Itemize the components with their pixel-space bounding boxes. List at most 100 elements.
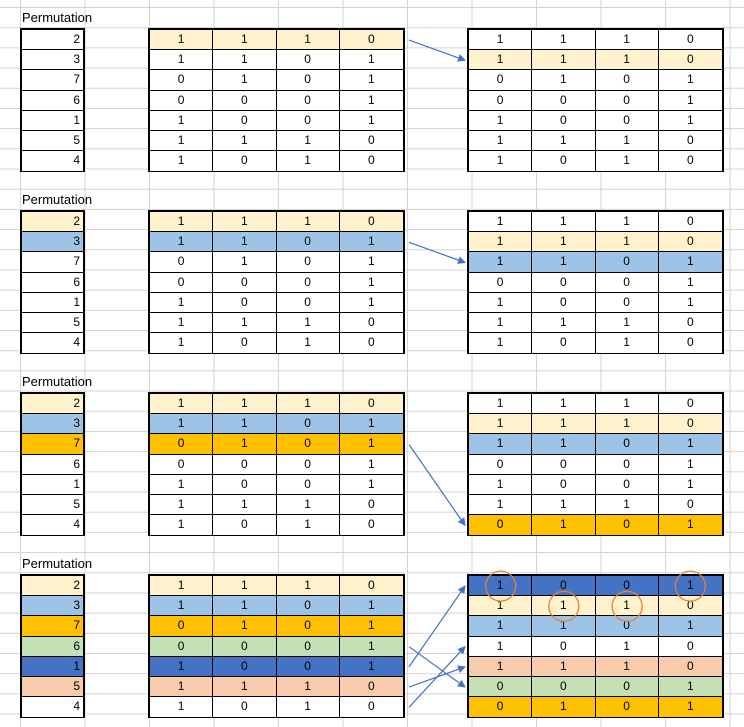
result-cell[interactable]: 1	[596, 30, 659, 50]
matrix-cell[interactable]: 1	[368, 476, 375, 491]
matrix-cell[interactable]: 0	[150, 636, 214, 656]
matrix-cell[interactable]: 1	[368, 274, 375, 289]
perm-cell[interactable]: 3	[73, 234, 80, 249]
matrix-cell[interactable]: 0	[213, 636, 277, 656]
matrix-cell[interactable]: 1	[213, 70, 277, 90]
matrix-cell[interactable]: 1	[150, 495, 214, 515]
matrix-cell[interactable]: 0	[277, 454, 340, 474]
result-cell[interactable]: 0	[596, 616, 659, 636]
matrix-cell[interactable]: 1	[368, 294, 375, 309]
result-cell[interactable]: 0	[469, 697, 533, 718]
matrix-cell[interactable]: 0	[150, 454, 214, 474]
matrix-cell[interactable]: 0	[277, 232, 340, 252]
matrix-cell[interactable]: 1	[150, 333, 214, 354]
result-cell[interactable]: 0	[596, 90, 659, 110]
matrix-cell[interactable]: 1	[150, 292, 214, 312]
matrix-cell[interactable]: 1	[277, 394, 340, 414]
matrix-cell[interactable]: 0	[277, 596, 340, 616]
matrix-cell[interactable]: 1	[150, 414, 214, 434]
perm-cell[interactable]: 4	[73, 153, 80, 168]
result-cell[interactable]: 1	[532, 30, 596, 50]
matrix-cell[interactable]: 0	[213, 151, 277, 172]
perm-cell[interactable]: 4	[73, 335, 80, 350]
result-cell[interactable]: 0	[596, 697, 659, 718]
perm-cell[interactable]: 7	[73, 618, 80, 633]
result-cell[interactable]: 1	[469, 110, 533, 130]
matrix-cell[interactable]: 1	[368, 416, 375, 431]
result-cell[interactable]: 1	[532, 50, 596, 70]
result-cell[interactable]: 1	[469, 596, 533, 616]
matrix-cell[interactable]: 0	[368, 396, 375, 410]
result-cell[interactable]: 1	[596, 636, 659, 656]
result-cell[interactable]: 1	[532, 515, 596, 536]
matrix-cell[interactable]: 0	[213, 697, 277, 718]
result-cell[interactable]: 1	[596, 131, 659, 151]
result-cell[interactable]: 1	[469, 576, 533, 596]
matrix-cell[interactable]: 0	[368, 578, 375, 592]
result-cell[interactable]: 1	[469, 252, 533, 272]
perm-cell[interactable]: 2	[73, 578, 80, 592]
matrix-cell[interactable]: 1	[150, 576, 214, 596]
matrix-cell[interactable]: 1	[277, 495, 340, 515]
matrix-cell[interactable]: 0	[277, 616, 340, 636]
result-cell[interactable]: 1	[596, 656, 659, 676]
perm-cell[interactable]: 7	[73, 254, 80, 269]
result-cell[interactable]: 0	[532, 292, 596, 312]
matrix-cell[interactable]: 0	[213, 515, 277, 536]
perm-cell[interactable]: 5	[73, 497, 80, 511]
matrix-cell[interactable]: 0	[368, 133, 375, 147]
matrix-cell[interactable]: 1	[150, 697, 214, 718]
result-cell[interactable]: 1	[532, 697, 596, 718]
result-cell[interactable]: 1	[532, 313, 596, 333]
matrix-cell[interactable]: 1	[213, 434, 277, 454]
matrix-cell[interactable]: 1	[213, 677, 277, 697]
result-cell[interactable]: 1	[687, 699, 694, 714]
result-cell[interactable]: 1	[532, 596, 596, 616]
matrix-cell[interactable]: 1	[213, 50, 277, 70]
perm-cell[interactable]: 7	[73, 72, 80, 87]
result-cell[interactable]: 0	[687, 335, 694, 350]
matrix-cell[interactable]: 1	[368, 72, 375, 87]
result-cell[interactable]: 0	[687, 416, 694, 431]
perm-cell[interactable]: 5	[73, 315, 80, 329]
result-cell[interactable]: 1	[687, 294, 694, 309]
result-cell[interactable]: 1	[596, 50, 659, 70]
matrix-cell[interactable]: 1	[277, 313, 340, 333]
matrix-cell[interactable]: 1	[150, 30, 214, 50]
result-cell[interactable]: 1	[596, 232, 659, 252]
result-cell[interactable]: 1	[532, 252, 596, 272]
matrix-cell[interactable]: 0	[277, 414, 340, 434]
result-cell[interactable]: 0	[596, 515, 659, 536]
result-cell[interactable]: 0	[596, 454, 659, 474]
matrix-cell[interactable]: 1	[150, 151, 214, 172]
perm-cell[interactable]: 6	[73, 638, 80, 653]
perm-cell[interactable]: 4	[73, 517, 80, 532]
result-cell[interactable]: 0	[532, 576, 596, 596]
matrix-cell[interactable]: 1	[368, 436, 375, 451]
matrix-cell[interactable]: 0	[277, 252, 340, 272]
result-cell[interactable]: 1	[469, 151, 533, 172]
result-cell[interactable]: 1	[687, 274, 694, 289]
result-cell[interactable]: 1	[469, 292, 533, 312]
result-cell[interactable]: 0	[687, 153, 694, 168]
result-cell[interactable]: 0	[687, 315, 694, 329]
matrix-cell[interactable]: 0	[150, 252, 214, 272]
matrix-cell[interactable]: 1	[150, 110, 214, 130]
result-cell[interactable]: 0	[469, 454, 533, 474]
result-cell[interactable]: 1	[469, 434, 533, 454]
result-cell[interactable]: 1	[687, 476, 694, 491]
matrix-cell[interactable]: 1	[277, 515, 340, 536]
result-cell[interactable]: 0	[596, 70, 659, 90]
matrix-cell[interactable]: 1	[368, 112, 375, 127]
result-cell[interactable]: 1	[469, 333, 533, 354]
matrix-cell[interactable]: 1	[150, 677, 214, 697]
matrix-cell[interactable]: 1	[213, 30, 277, 50]
result-cell[interactable]: 1	[532, 495, 596, 515]
matrix-cell[interactable]: 0	[150, 616, 214, 636]
matrix-cell[interactable]: 1	[368, 638, 375, 653]
result-cell[interactable]: 0	[596, 252, 659, 272]
perm-cell[interactable]: 2	[73, 32, 80, 46]
result-cell[interactable]: 1	[596, 596, 659, 616]
matrix-cell[interactable]: 0	[277, 50, 340, 70]
result-cell[interactable]: 0	[687, 133, 694, 147]
